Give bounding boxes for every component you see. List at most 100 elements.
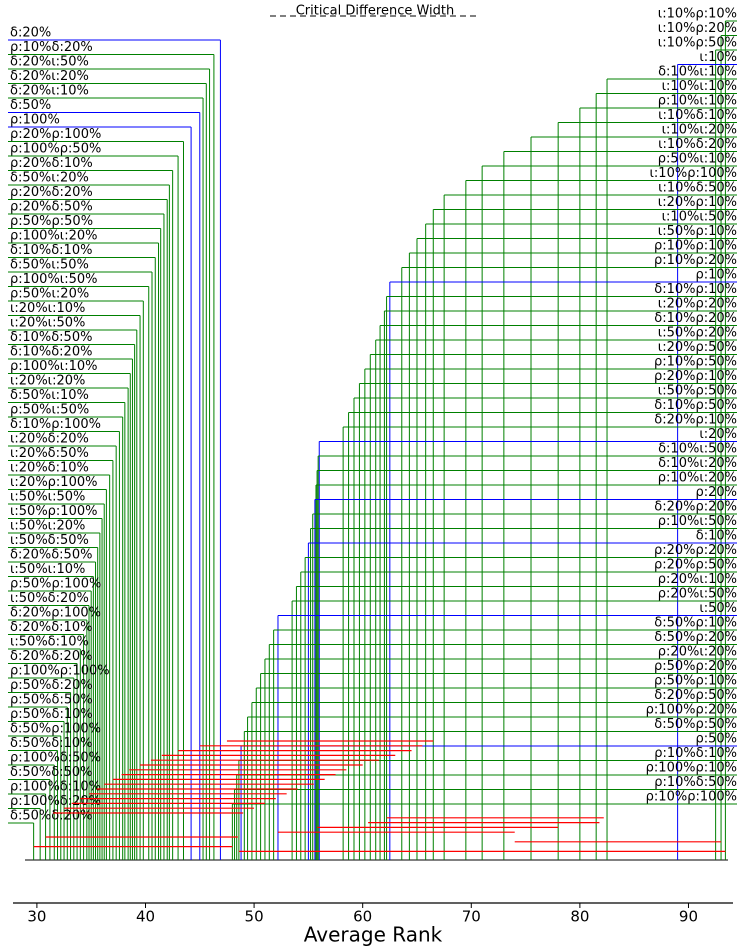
method-label: ι:10% xyxy=(699,50,737,65)
method-label: ρ:50%ρ:20% xyxy=(654,659,737,674)
method-label: ρ:20%ρ:50% xyxy=(654,558,737,573)
method-label: δ:10%ι:50% xyxy=(658,442,737,457)
method-label: δ:10%ρ:100% xyxy=(10,417,101,432)
method-label: ι:50%ι:20% xyxy=(10,519,85,534)
method-label: ι:10%δ:50% xyxy=(658,181,737,196)
method-label: ρ:10%ρ:100% xyxy=(646,790,737,805)
method-label: δ:50%δ:10% xyxy=(10,736,92,751)
x-tick-label: 70 xyxy=(462,908,481,926)
method-label: δ:50%ι:50% xyxy=(10,258,89,273)
method-label: ι:20%δ:50% xyxy=(10,446,89,461)
method-label: ρ:20%ι:50% xyxy=(658,587,737,602)
method-label: ρ:10%δ:50% xyxy=(654,775,737,790)
method-label: δ:50%δ:50% xyxy=(10,765,92,780)
method-label: ι:10%δ:20% xyxy=(658,137,737,152)
method-label: δ:10%δ:50% xyxy=(10,330,92,345)
method-label: ρ:10%ι:50% xyxy=(658,514,737,529)
method-label: ρ:50%ρ:10% xyxy=(654,674,737,689)
method-label: δ:20%ρ:50% xyxy=(654,688,737,703)
method-label: ι:10%ι:50% xyxy=(662,210,737,225)
method-label: ι:20%ι:20% xyxy=(10,374,85,389)
x-tick-label: 30 xyxy=(27,908,46,926)
method-label: ι:10%ρ:10% xyxy=(658,7,737,22)
method-label: ρ:100% xyxy=(10,113,60,128)
x-tick-label: 50 xyxy=(245,908,264,926)
method-label: ρ:50%ρ:100% xyxy=(10,577,101,592)
method-label: ρ:20%ρ:20% xyxy=(654,543,737,558)
method-label: ι:10%ρ:20% xyxy=(658,21,737,36)
method-label: δ:20%ρ:20% xyxy=(654,500,737,515)
method-label: ι:50%ρ:100% xyxy=(10,504,97,519)
method-label: ρ:10%ρ:10% xyxy=(654,239,737,254)
method-label: δ:50%ρ:50% xyxy=(654,717,737,732)
method-label: ρ:50%δ:20% xyxy=(10,678,93,693)
method-label: δ:50%δ:20% xyxy=(10,809,92,824)
method-label: ι:20%ρ:20% xyxy=(658,297,737,312)
method-label: ρ:20% xyxy=(695,485,737,500)
method-label: ι:10%ι:10% xyxy=(662,79,737,94)
method-label: ρ:100%δ:20% xyxy=(10,794,101,809)
method-label: δ:10% xyxy=(696,529,737,544)
method-label: δ:20%ρ:100% xyxy=(10,606,101,621)
method-label: δ:20%δ:20% xyxy=(10,649,92,664)
method-label: δ:50%ρ:100% xyxy=(10,722,101,737)
method-label: δ:10%δ:10% xyxy=(10,243,92,258)
method-label: ρ:20%ρ:100% xyxy=(10,127,101,142)
method-label: ι:50%δ:50% xyxy=(10,533,89,548)
x-tick-label: 90 xyxy=(679,908,698,926)
method-label: ρ:100%ι:10% xyxy=(10,359,97,374)
method-label: ι:20%ρ:50% xyxy=(658,340,737,355)
method-label: ι:50%ρ:20% xyxy=(658,326,737,341)
method-label: ρ:20%ι:20% xyxy=(658,645,737,660)
method-label: ρ:100%ι:20% xyxy=(10,229,97,244)
method-label: ι:20%δ:20% xyxy=(10,432,89,447)
method-label: δ:10%ι:10% xyxy=(658,65,737,80)
method-label: ι:50%δ:10% xyxy=(10,635,89,650)
method-label: ρ:10%ι:20% xyxy=(658,471,737,486)
method-label: δ:10%ρ:50% xyxy=(654,398,737,413)
method-label: δ:20%ι:10% xyxy=(10,84,89,99)
method-label: ι:50% xyxy=(699,601,737,616)
method-label: ι:20%ι:50% xyxy=(10,316,85,331)
method-label: δ:10%ρ:10% xyxy=(654,282,737,297)
method-label: ρ:50%ι:10% xyxy=(658,152,737,167)
x-tick-label: 60 xyxy=(353,908,372,926)
method-label: ι:20%ι:10% xyxy=(10,301,85,316)
method-label: ι:20% xyxy=(699,427,737,442)
method-label: ι:10%ι:20% xyxy=(662,123,737,138)
method-label: ρ:20%δ:10% xyxy=(10,156,93,171)
method-label: ρ:20%δ:20% xyxy=(10,185,93,200)
method-label: ρ:100%δ:10% xyxy=(10,780,101,795)
method-label: δ:10%ι:20% xyxy=(658,456,737,471)
method-label: ρ:100%δ:50% xyxy=(10,751,101,766)
method-label: ρ:10%ρ:50% xyxy=(654,355,737,370)
method-label: δ:20% xyxy=(10,26,51,41)
method-label: ι:20%ρ:100% xyxy=(10,475,97,490)
method-label: ι:10%ρ:50% xyxy=(658,36,737,51)
method-label: ρ:50%ι:50% xyxy=(10,403,89,418)
method-label: δ:20%ρ:10% xyxy=(654,413,737,428)
method-label: ι:50%δ:20% xyxy=(10,591,89,606)
method-label: ρ:50%δ:10% xyxy=(10,707,93,722)
method-label: ρ:20%ρ:10% xyxy=(654,369,737,384)
x-tick-label: 40 xyxy=(136,908,155,926)
method-label: ρ:10%ρ:20% xyxy=(654,253,737,268)
method-label: ι:10%δ:10% xyxy=(658,108,737,123)
method-label: ρ:100%ρ:10% xyxy=(646,761,737,776)
method-label: ι:50%ι:10% xyxy=(10,562,85,577)
method-label: δ:50%ρ:10% xyxy=(654,616,737,631)
method-label: ρ:50%ρ:50% xyxy=(10,214,93,229)
method-label: ρ:20%ι:10% xyxy=(658,572,737,587)
x-axis-label: Average Rank xyxy=(304,923,443,947)
x-tick-label: 80 xyxy=(570,908,589,926)
method-label: ρ:10%ι:10% xyxy=(658,94,737,109)
method-label: ι:50%ι:50% xyxy=(10,490,85,505)
method-label: ρ:10%δ:20% xyxy=(10,40,93,55)
method-label: δ:20%δ:10% xyxy=(10,620,92,635)
method-label: δ:20%ι:20% xyxy=(10,69,89,84)
method-label: δ:50%ι:20% xyxy=(10,171,89,186)
method-label: ι:20%δ:10% xyxy=(10,461,89,476)
method-label: ρ:100%ι:50% xyxy=(10,272,97,287)
chart-title: Critical Difference Width xyxy=(296,4,455,19)
method-label: ρ:100%ρ:100% xyxy=(10,664,110,679)
